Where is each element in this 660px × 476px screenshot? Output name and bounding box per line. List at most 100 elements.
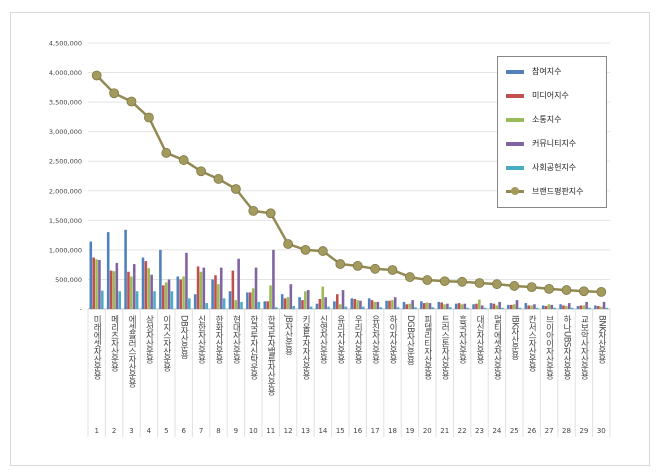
y-tick-label: 1,500,000 [49,217,82,225]
bar-4-6 [205,303,208,309]
bar-0-6 [193,294,197,309]
bar-0-11 [280,294,284,309]
x-rank-label: 27 [545,427,554,435]
bar-4-12 [309,306,313,309]
bar-3-23 [498,301,501,309]
x-rank-label: 22 [458,427,467,435]
bar-1-26 [544,306,548,309]
line-point-20 [439,276,450,287]
legend-swatch [506,141,524,146]
bar-0-28 [576,306,580,309]
x-rank-label: 4 [147,427,152,435]
bar-4-23 [501,307,504,309]
line-point-21 [457,276,468,287]
legend-label: 미디어지수 [532,91,569,100]
bar-3-10 [272,249,275,309]
legend-item: 커뮤니티지수 [506,138,576,149]
bar-4-2 [135,291,139,309]
x-category-label: 칸서스자산운용 [527,314,537,371]
bar-4-24 [518,307,522,309]
x-rank-label: 25 [510,427,519,435]
x-category-label: IBK자산운용 [509,315,519,360]
bar-0-22 [472,304,475,309]
line-point-25 [526,282,537,293]
bar-3-3 [150,274,153,309]
line-point-7 [213,174,224,184]
bar-3-28 [585,301,588,309]
bar-2-22 [478,299,481,309]
x-category-label: DB자산운용 [179,315,189,359]
legend-item: 브랜드평판지수 [506,186,584,197]
line-point-4 [161,148,172,158]
line-point-14 [335,259,346,269]
bar-1-21 [457,303,461,309]
bar-0-3 [141,257,145,309]
x-category-label: BNK자산운용 [596,315,606,364]
bar-4-16 [379,307,382,309]
bar-2-28 [582,305,586,309]
bar-4-11 [292,306,295,309]
bar-0-15 [350,298,354,309]
x-rank-label: 13 [301,427,310,435]
x-category-label: 교보악사자산운용 [579,315,589,379]
bar-4-17 [396,307,400,309]
legend-swatch [506,93,524,98]
bar-3-4 [167,279,171,309]
bar-1-25 [527,305,530,309]
bar-3-12 [306,290,310,309]
line-point-12 [300,244,311,255]
bar-4-15 [362,306,365,309]
x-category-label: 브이아이자산운용 [544,315,554,379]
line-point-26 [544,284,554,294]
x-rank-label: 7 [199,427,203,435]
bar-2-13 [321,286,325,309]
x-rank-label: 14 [318,427,327,435]
legend-label: 참여지수 [532,67,562,76]
x-rank-label: 5 [164,427,168,435]
bar-2-8 [234,300,238,309]
bar-3-24 [515,300,519,309]
bar-3-5 [185,252,188,309]
bar-1-3 [144,261,148,309]
legend-item: 사회공헌지수 [506,162,576,173]
bar-1-7 [214,275,217,309]
bar-2-7 [217,284,220,309]
x-rank-label: 16 [353,427,362,435]
bar-0-9 [246,292,249,309]
bar-4-14 [344,306,348,309]
bar-1-27 [562,305,565,309]
bar-1-8 [231,270,235,309]
bar-4-9 [257,301,261,309]
bar-2-26 [547,304,551,309]
y-tick-label: 2,500,000 [49,158,82,166]
line-point-28 [579,286,589,297]
bar-2-25 [530,305,533,309]
bar-3-6 [202,267,206,309]
bar-4-8 [240,301,243,309]
bar-1-29 [596,306,600,309]
bar-2-14 [338,304,342,309]
bar-0-8 [228,291,232,309]
bar-1-9 [248,292,252,309]
x-rank-label: 26 [527,427,536,435]
bar-2-2 [130,276,133,309]
bar-4-0 [101,290,104,309]
x-category-label: 한국투자신탁운용 [248,315,258,379]
y-tick-label: 4,500,000 [49,40,82,48]
bar-1-24 [509,304,513,309]
line-point-9 [248,205,259,216]
x-rank-label: 2 [112,427,116,435]
x-category-label: 한국투자밸류자산운용 [266,315,276,395]
bar-0-10 [263,301,267,309]
bar-2-12 [304,291,307,309]
x-category-label: 하나UBS자산운용 [562,314,572,379]
x-rank-label: 12 [284,427,293,435]
bar-1-13 [318,298,322,309]
line-point-19 [422,275,433,285]
x-rank-label: 28 [562,427,571,435]
bar-4-27 [570,307,574,309]
y-tick-label: 500,000 [55,276,82,284]
x-rank-label: 18 [388,427,397,435]
x-category-label: 트러스톤자산운용 [440,315,450,379]
